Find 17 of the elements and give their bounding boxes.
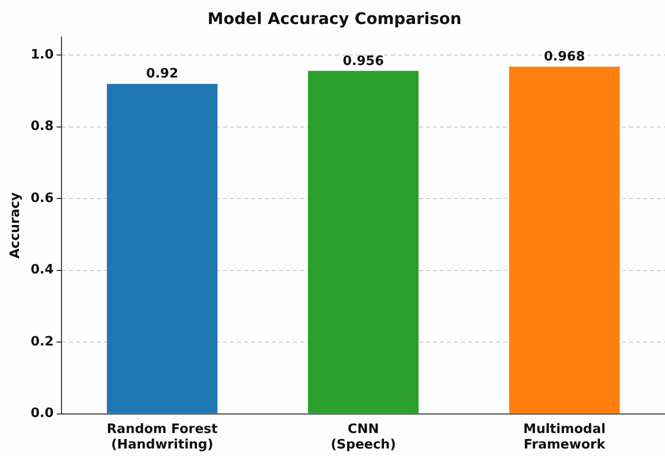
y-tick-label: 0.0 <box>30 406 54 422</box>
data-label: 0.968 <box>544 49 585 64</box>
bar <box>106 84 218 414</box>
y-tick-label: 0.8 <box>30 119 54 134</box>
x-tick-label: Random Forest (Handwriting) <box>106 422 218 453</box>
x-tick-label: Multimodal Framework <box>523 422 606 453</box>
data-label: 0.956 <box>342 54 384 69</box>
y-tick-label: 1.0 <box>30 48 54 63</box>
x-tick-label: CNN (Speech) <box>330 422 396 453</box>
bar <box>308 70 419 414</box>
y-axis-title: Accuracy <box>8 192 24 259</box>
y-tick-label: 0.4 <box>30 262 54 278</box>
data-label: 0.92 <box>146 66 178 82</box>
chart-title: Model Accuracy Comparison <box>207 8 462 28</box>
y-tick-label: 0.6 <box>30 190 54 206</box>
y-tick-label: 0.2 <box>30 334 54 350</box>
bar <box>509 66 620 414</box>
